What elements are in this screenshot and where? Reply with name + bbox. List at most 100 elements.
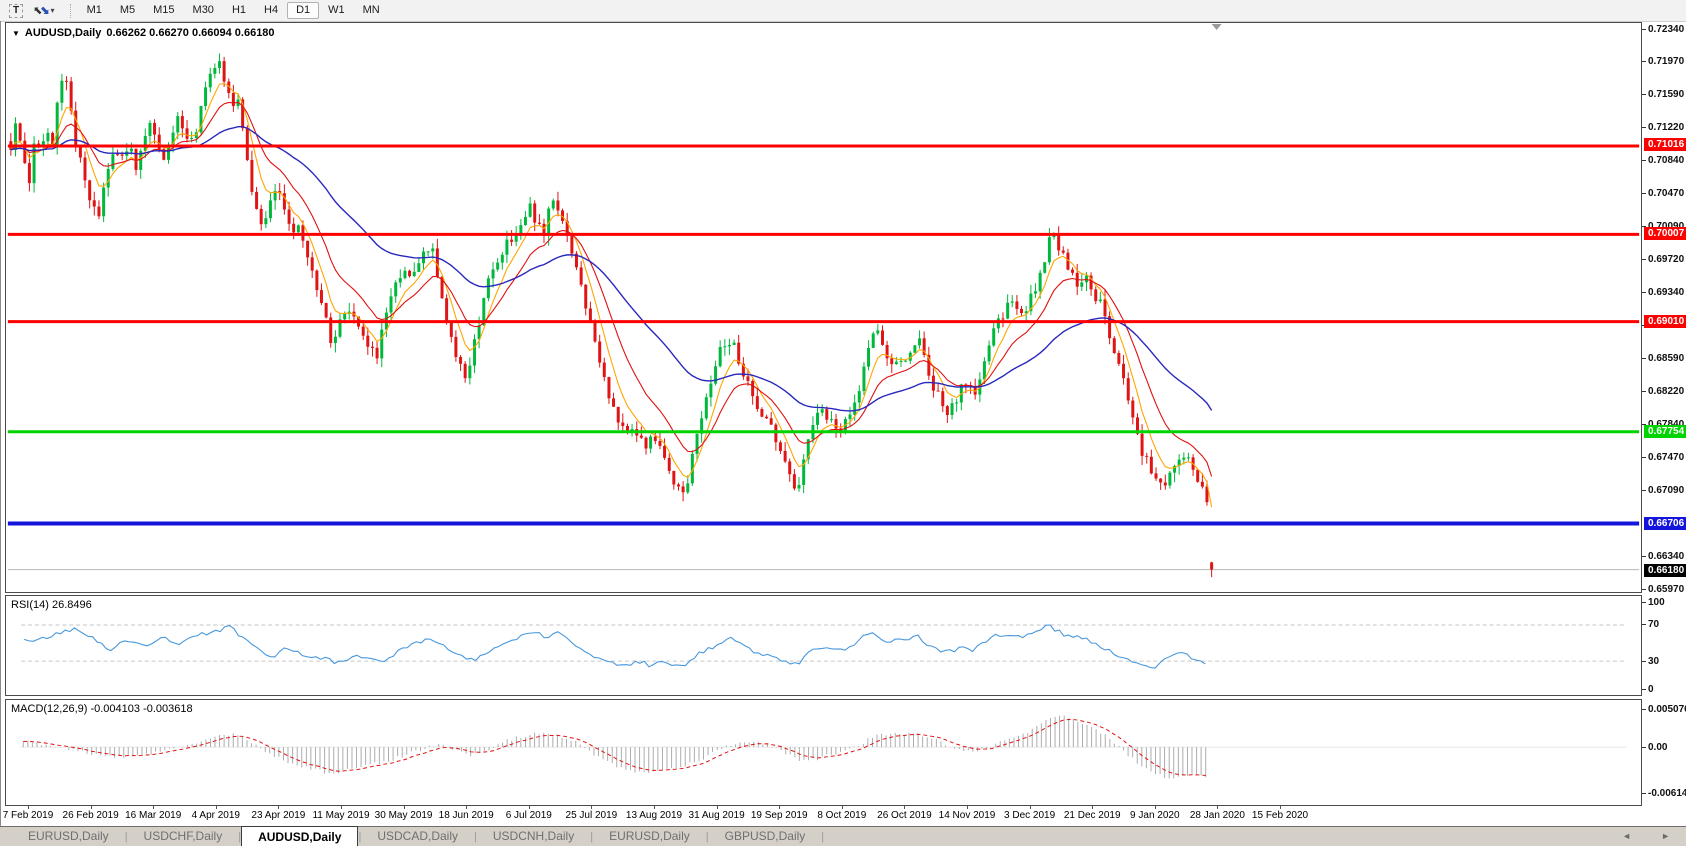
rsi-tick-label: 30 (1642, 655, 1659, 667)
date-tick (967, 806, 968, 809)
tab-usdcnh-daily[interactable]: USDCNH,Daily (492, 829, 575, 843)
price-tick-label: 0.71590 (1642, 89, 1684, 101)
date-tick (841, 806, 843, 809)
price-tick-label: 0.67090 (1642, 485, 1684, 497)
date-label: 26 Feb 2019 (62, 810, 119, 821)
rsi-indicator-label: RSI(14) 26.8496 (11, 599, 92, 611)
date-tick (1029, 806, 1031, 809)
level-price-badge: 0.70007 (1644, 227, 1686, 241)
date-label: 28 Jan 2020 (1189, 810, 1245, 821)
price-tick-label: 0.68220 (1642, 385, 1684, 397)
date-tick (90, 806, 92, 809)
date-tick (341, 806, 342, 809)
tabs-scroll-arrows: ◄ ► (1622, 831, 1670, 841)
date-label: 18 Jun 2019 (438, 810, 494, 821)
date-tick (278, 806, 280, 809)
chart-quote-values: 0.66262 0.66270 0.66094 0.66180 (106, 27, 275, 39)
dropdown-caret-icon: ▾ (50, 6, 55, 15)
price-tick-label: 0.68970 (1642, 319, 1684, 331)
tab-usdcad-daily[interactable]: USDCAD,Daily (377, 829, 458, 843)
date-label: 31 Aug 2019 (688, 810, 745, 821)
price-tick-label: 0.71220 (1642, 121, 1684, 133)
date-label: 15 Feb 2020 (1251, 810, 1309, 821)
date-label: 14 Nov 2019 (938, 810, 996, 821)
date-tick (528, 806, 530, 809)
level-price-badge: 0.67754 (1644, 425, 1686, 439)
date-label: 23 Apr 2019 (251, 810, 306, 821)
macd-tick-label: 0.005076 (1642, 703, 1686, 715)
timeframe-button-mn[interactable]: MN (354, 2, 389, 19)
date-label: 16 Mar 2019 (125, 810, 182, 821)
macd-tick-label: 0.00 (1642, 741, 1667, 753)
toolbar-separator (69, 3, 72, 18)
price-tick-label: 0.67470 (1642, 451, 1684, 463)
tab-audusd-daily[interactable]: AUDUSD,Daily (241, 826, 359, 846)
tab-divider: | (705, 831, 709, 843)
chart-header: ▼ AUDUSD,Daily 0.66262 0.66270 0.66094 0… (12, 27, 275, 39)
date-label: 21 Dec 2019 (1063, 810, 1121, 821)
main-chart-pane[interactable] (5, 22, 1642, 593)
date-label: 3 Dec 2019 (1004, 810, 1056, 821)
chart-tabs-bar: EURUSD,Daily | USDCHF,Daily | AUDUSD,Daily | U… (0, 826, 1686, 846)
tab-usdchf-daily[interactable]: USDCHF,Daily (143, 829, 223, 843)
tab-divider: | (124, 831, 128, 843)
price-tick-label: 0.70470 (1642, 187, 1684, 199)
tab-divider: | (590, 831, 594, 843)
price-tick-label: 0.72340 (1642, 23, 1684, 35)
rsi-tick-label: 0 (1642, 683, 1654, 695)
date-tick (1217, 806, 1219, 809)
level-price-badge: 0.66180 (1644, 563, 1686, 577)
timeframe-button-h4[interactable]: H4 (255, 2, 287, 19)
level-price-badge: 0.69010 (1644, 314, 1686, 328)
date-tick (1280, 806, 1281, 809)
timeframe-button-h1[interactable]: H1 (223, 2, 255, 19)
date-label: 25 Jul 2019 (565, 810, 618, 821)
tab-divider: | (358, 831, 362, 843)
date-tick (466, 806, 468, 809)
timeframe-button-m5[interactable]: M5 (111, 2, 144, 19)
price-tick-label: 0.66340 (1642, 550, 1684, 562)
level-price-badge: 0.66706 (1644, 517, 1686, 531)
date-tick (1092, 806, 1094, 809)
date-tick (716, 806, 718, 809)
date-label: 13 Aug 2019 (625, 810, 683, 821)
timeframe-button-m1[interactable]: M1 (78, 2, 111, 19)
date-tick (28, 806, 29, 809)
macd-pane[interactable] (5, 699, 1642, 806)
price-tick-label: 0.67840 (1642, 419, 1684, 431)
tab-eurusd-daily[interactable]: EURUSD,Daily (28, 829, 109, 843)
text-tool-button[interactable]: T (4, 2, 28, 20)
macd-tick-label: -0.006148 (1642, 787, 1686, 799)
timeframe-button-d1[interactable]: D1 (287, 2, 320, 19)
timeframe-button-m15[interactable]: M15 (144, 2, 183, 19)
tabs-scroll-left-icon[interactable]: ◄ (1622, 831, 1632, 841)
collapse-icon[interactable]: ▼ (12, 28, 20, 38)
date-label: 6 Jul 2019 (505, 810, 552, 821)
date-label: 7 Feb 2019 (2, 810, 54, 821)
date-tick (904, 806, 906, 809)
tabs-scroll-right-icon[interactable]: ► (1661, 831, 1670, 841)
date-tick (591, 806, 593, 809)
macd-indicator-label: MACD(12,26,9) -0.004103 -0.003618 (11, 703, 193, 715)
date-label: 8 Oct 2019 (817, 810, 867, 821)
price-tick-label: 0.68590 (1642, 353, 1684, 365)
arrange-windows-icon: ⬉⬊ (33, 5, 50, 17)
tab-divider: | (474, 831, 477, 843)
tab-gbpusd-daily[interactable]: GBPUSD,Daily (724, 829, 806, 843)
text-tool-icon: T (9, 3, 24, 18)
date-tick (215, 806, 217, 809)
rsi-pane[interactable] (5, 595, 1642, 696)
rsi-tick-label: 100 (1642, 596, 1665, 608)
window-left-edge (0, 21, 1, 846)
timeframe-button-w1[interactable]: W1 (319, 2, 354, 19)
timeframe-button-m30[interactable]: M30 (184, 2, 223, 19)
date-tick (153, 806, 155, 809)
arrange-windows-button[interactable]: ⬉⬊ ▾ (28, 2, 59, 20)
tab-divider: | (821, 831, 825, 843)
tab-eurusd-daily[interactable]: EURUSD,Daily (609, 829, 690, 843)
date-tick (1154, 806, 1156, 809)
date-label: 4 Apr 2019 (191, 810, 240, 821)
date-label: 30 May 2019 (374, 810, 433, 821)
level-price-badge: 0.71016 (1644, 138, 1686, 152)
